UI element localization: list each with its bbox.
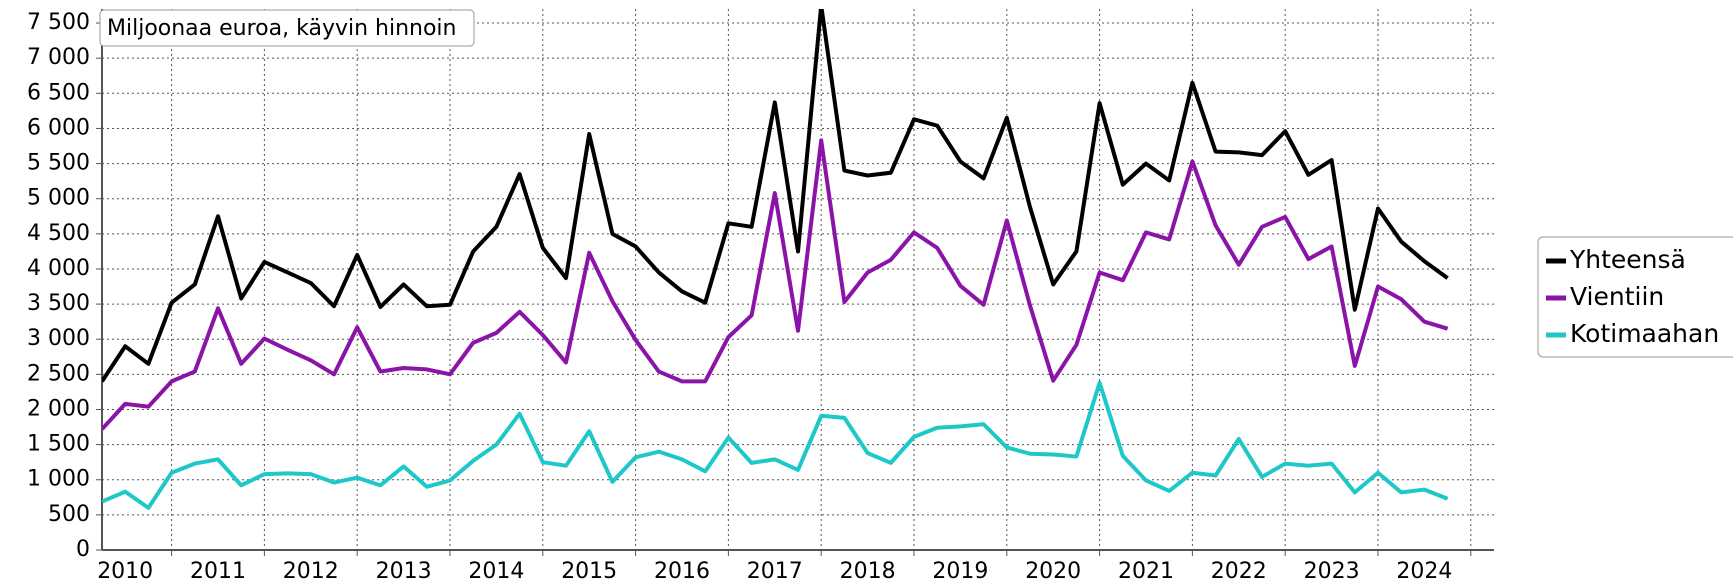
y-tick-label: 6 500 xyxy=(27,80,90,105)
series-line xyxy=(102,9,1449,383)
y-tick-label: 4 500 xyxy=(27,221,90,246)
x-tick-label: 2014 xyxy=(468,559,524,583)
x-tick-label: 2012 xyxy=(283,559,339,583)
series-line xyxy=(102,380,1449,510)
y-tick-label: 7 500 xyxy=(27,10,90,35)
x-tick-label: 2021 xyxy=(1118,559,1174,583)
y-tick-label: 5 500 xyxy=(27,151,90,176)
x-tick-label: 2010 xyxy=(97,559,153,583)
x-tick-label: 2015 xyxy=(561,559,617,583)
x-tick-label: 2013 xyxy=(376,559,432,583)
y-tick-label: 7 000 xyxy=(27,45,90,70)
legend-label: Yhteensä xyxy=(1569,245,1686,274)
x-tick-label: 2011 xyxy=(190,559,246,583)
y-tick-label: 3 000 xyxy=(27,326,90,351)
legend-label: Kotimaahan xyxy=(1570,319,1719,348)
y-tick-label: 1 500 xyxy=(27,432,90,457)
x-tick-label: 2017 xyxy=(747,559,803,583)
y-tick-label: 5 000 xyxy=(27,186,90,211)
y-tick-label: 6 000 xyxy=(27,115,90,140)
legend-box xyxy=(1537,236,1733,358)
x-tick-label: 2019 xyxy=(932,559,988,583)
x-tick-label: 2020 xyxy=(1025,559,1081,583)
x-tick-label: 2023 xyxy=(1304,559,1360,583)
legend-label: Vientiin xyxy=(1570,282,1664,311)
y-tick-label: 2 500 xyxy=(27,361,90,386)
lines xyxy=(102,9,1449,510)
annotation: Miljoonaa euroa, käyvin hinnoin xyxy=(107,16,457,41)
series-line xyxy=(102,138,1449,431)
x-tick-label: 2016 xyxy=(654,559,710,583)
y-tick-label: 2 000 xyxy=(27,396,90,421)
y-tick-label: 1 000 xyxy=(27,467,90,492)
annotation-box xyxy=(99,9,475,47)
y-tick-label: 500 xyxy=(48,502,90,527)
y-tick-label: 0 xyxy=(76,537,90,562)
y-tick-label: 4 000 xyxy=(27,256,90,281)
x-tick-label: 2018 xyxy=(840,559,896,583)
x-tick-label: 2022 xyxy=(1211,559,1267,583)
x-tick-label: 2024 xyxy=(1396,559,1452,583)
y-tick-label: 3 500 xyxy=(27,291,90,316)
